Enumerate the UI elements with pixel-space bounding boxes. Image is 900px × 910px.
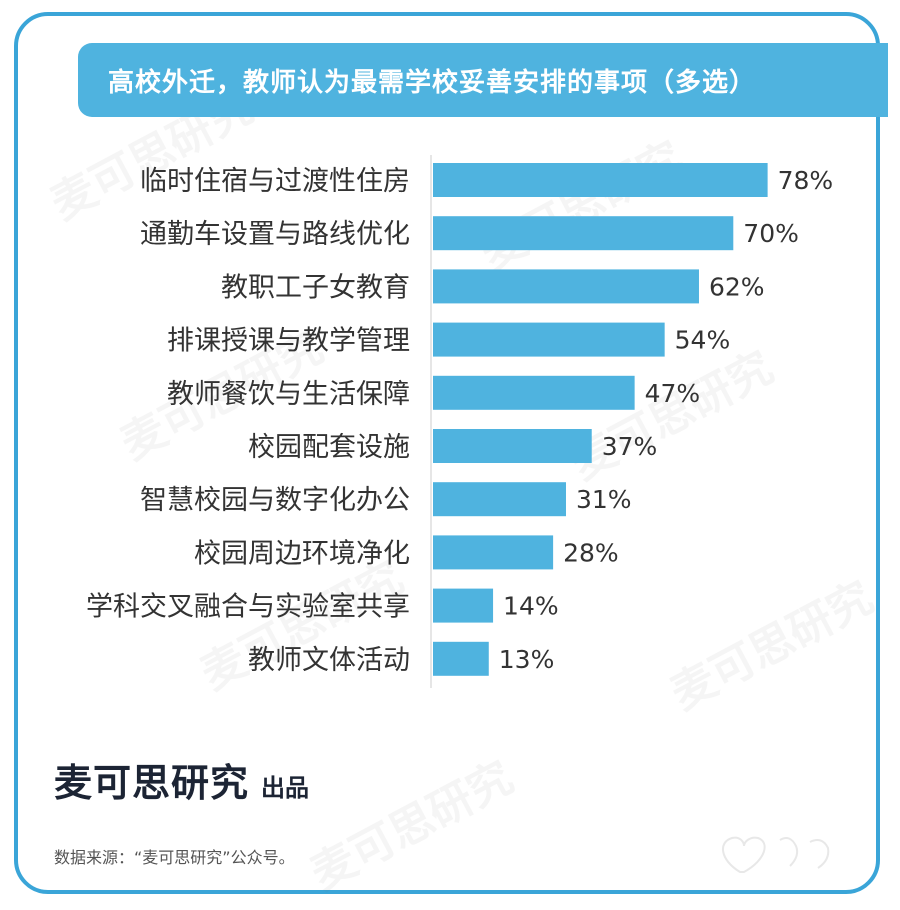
bar xyxy=(433,429,592,463)
category-label: 学科交叉融合与实验室共享 xyxy=(86,592,410,623)
value-label: 54% xyxy=(675,326,731,355)
category-label: 通勤车设置与路线优化 xyxy=(140,219,410,250)
title-banner: 高校外迁，教师认为最需学校妥善安排的事项（多选） xyxy=(78,43,888,117)
value-label: 28% xyxy=(563,538,619,567)
category-label: 教职工子女教育 xyxy=(221,272,410,303)
category-label: 排课授课与教学管理 xyxy=(167,326,410,357)
value-label: 78% xyxy=(778,166,834,195)
bar xyxy=(433,641,489,676)
value-label: 70% xyxy=(743,219,799,248)
brand-name: 麦可思研究 xyxy=(54,761,250,805)
category-label: 教师文体活动 xyxy=(248,645,410,676)
bar xyxy=(433,322,665,357)
bar xyxy=(433,375,635,410)
brand-block: 麦可思研究 出品 xyxy=(54,752,309,807)
value-label: 13% xyxy=(499,645,555,674)
category-label: 校园配套设施 xyxy=(248,432,410,463)
bar xyxy=(433,535,554,570)
category-label: 校园周边环境净化 xyxy=(194,538,410,569)
category-label: 临时住宿与过渡性住房 xyxy=(140,166,410,197)
value-label: 47% xyxy=(645,379,701,408)
category-label: 教师餐饮与生活保障 xyxy=(167,379,410,410)
chart-title: 高校外迁，教师认为最需学校妥善安排的事项（多选） xyxy=(108,67,757,98)
bar xyxy=(433,482,566,517)
value-label: 14% xyxy=(503,592,559,621)
value-label: 31% xyxy=(576,485,632,514)
brand-suffix: 出品 xyxy=(261,774,310,802)
stamp-logo-icon xyxy=(722,836,830,873)
value-label: 62% xyxy=(709,272,765,301)
value-label: 37% xyxy=(602,432,658,461)
category-label: 智慧校园与数字化办公 xyxy=(140,485,410,516)
source-note: 数据来源：“麦可思研究”公众号。 xyxy=(54,848,295,867)
bar xyxy=(433,163,768,197)
bars-layer: 临时住宿与过渡性住房 78% 通勤车设置与路线优化 70% 教职工子女教育 62% 排课授课… xyxy=(86,163,833,676)
bar xyxy=(433,216,734,251)
bar xyxy=(433,588,494,623)
bar xyxy=(433,269,699,304)
